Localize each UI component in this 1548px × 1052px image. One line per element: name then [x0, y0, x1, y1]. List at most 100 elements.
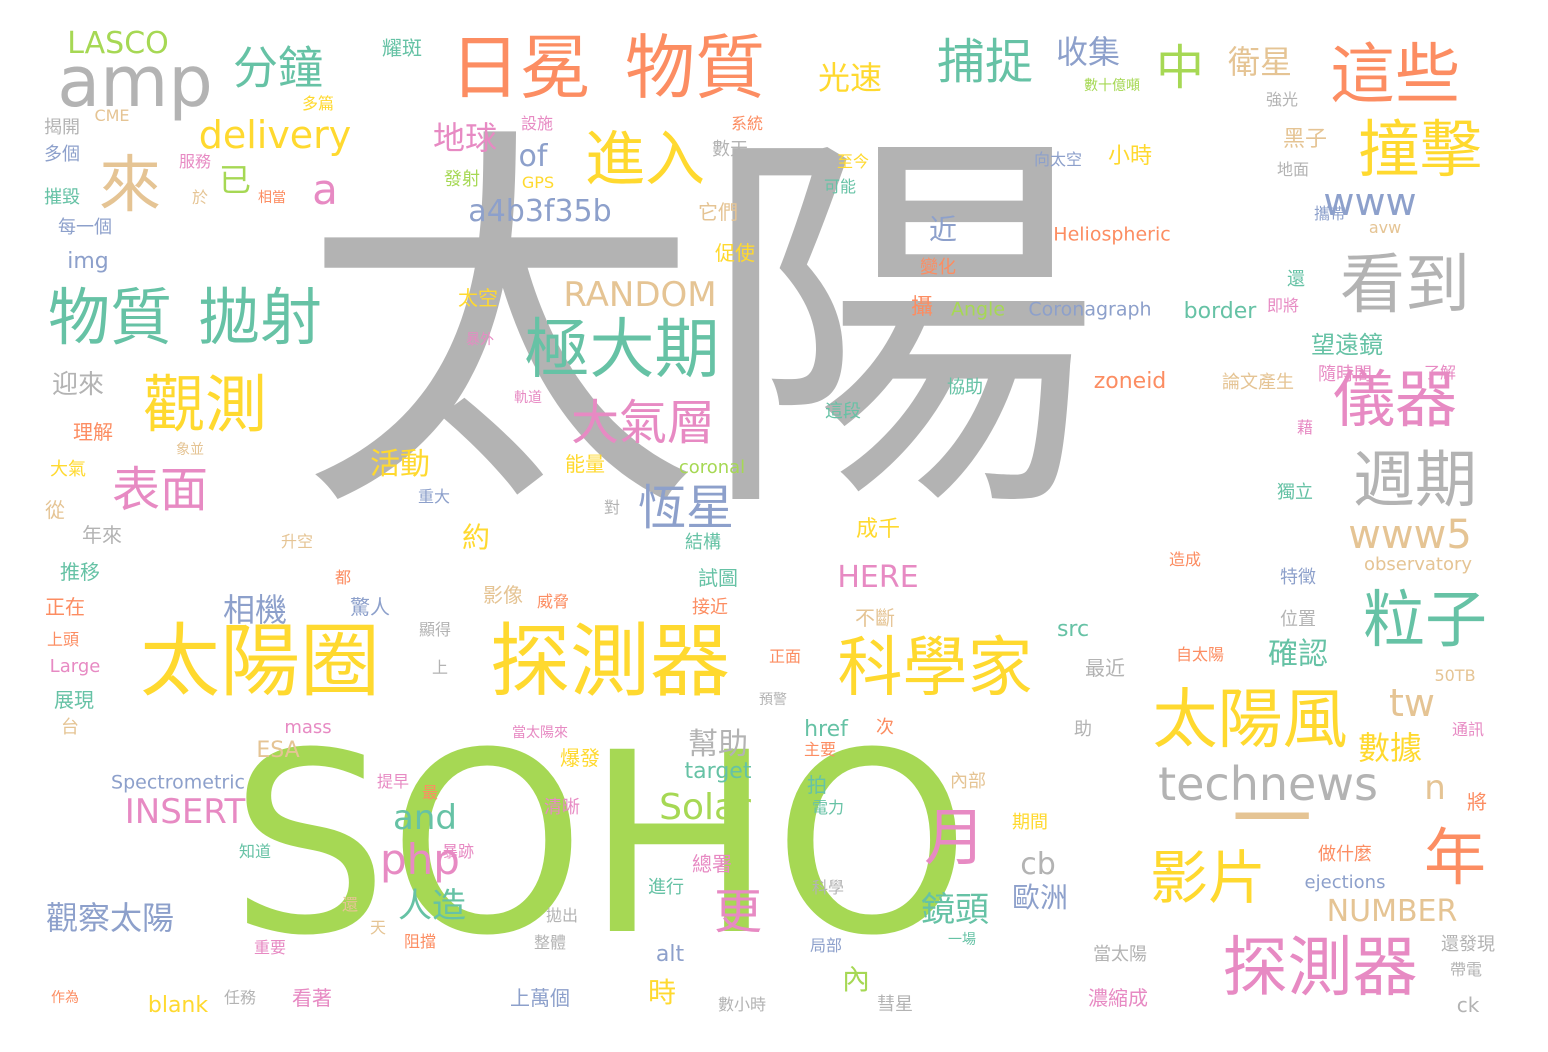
cloud-word: 提早 [376, 772, 410, 791]
cloud-word: 上頭 [46, 630, 80, 649]
cloud-word: 大氣層 [570, 395, 716, 451]
cloud-word: of [518, 139, 548, 174]
cloud-word: 年 [1423, 821, 1487, 894]
cloud-word: 多個 [44, 144, 80, 165]
cloud-word: a [312, 165, 338, 214]
cloud-word: 驚人 [350, 595, 390, 619]
cloud-word: 分鐘 [232, 41, 324, 95]
cloud-word: 台 [61, 717, 79, 738]
cloud-word: CME [94, 106, 130, 125]
cloud-word: 年來 [82, 523, 122, 547]
cloud-word: 正面 [768, 647, 802, 666]
cloud-word: 電力 [811, 798, 845, 817]
cloud-word: 揭開 [44, 117, 80, 138]
cloud-word: avw [1368, 218, 1402, 237]
cloud-word: 最 [421, 783, 439, 802]
cloud-word: 數小時 [717, 995, 767, 1014]
cloud-word: 光速 [817, 59, 883, 97]
cloud-word: 地面 [1276, 160, 1310, 179]
cloud-word: 整體 [533, 933, 567, 952]
cloud-word: src [1056, 617, 1090, 642]
cloud-word: 即將 [1266, 296, 1300, 315]
cloud-word: 探測器 [490, 615, 730, 708]
cloud-word: 結構 [685, 532, 721, 553]
cloud-word: 黑子 [1282, 127, 1328, 152]
cloud-word: 隨時間 [1318, 364, 1372, 385]
cloud-word: 這些 [1329, 37, 1461, 113]
cloud-word: zoneid [1093, 369, 1167, 394]
cloud-word: 影片 [1149, 844, 1267, 912]
cloud-word: 數十億噸 [1084, 78, 1140, 94]
cloud-word: 系統 [730, 114, 764, 133]
cloud-word: 發射 [444, 169, 480, 190]
cloud-word: 觀測 [142, 368, 268, 441]
cloud-word: RANDOM [563, 275, 717, 315]
cloud-word: 正在 [45, 595, 85, 619]
cloud-word: 科學家 [837, 630, 1033, 706]
cloud-word: 彗星 [877, 994, 913, 1015]
cloud-word: LASCO [67, 26, 169, 61]
cloud-word: 看到 [1339, 247, 1471, 323]
cloud-word: 重要 [253, 938, 287, 957]
cloud-word: NUMBER [1326, 894, 1458, 929]
cloud-word: 獨立 [1277, 482, 1313, 503]
cloud-word: 相機 [222, 591, 288, 629]
cloud-word: 還 [341, 895, 359, 914]
cloud-word: 升空 [280, 532, 314, 551]
cloud-word: 進行 [648, 877, 684, 898]
cloud-word: 預警 [759, 692, 787, 708]
cloud-word: Large [49, 656, 101, 677]
cloud-word: 極大期 [524, 312, 720, 388]
cloud-word: ejections [1304, 872, 1386, 893]
cloud-word: 近 [928, 213, 958, 246]
cloud-word: 表面 [111, 462, 209, 518]
cloud-word: 任務 [223, 988, 257, 1007]
cloud-word: 強光 [1265, 90, 1299, 109]
cloud-word: 期間 [1012, 812, 1048, 833]
cloud-word: 將 [1467, 790, 1487, 814]
cloud-word: 觀察太陽 [45, 899, 175, 937]
cloud-word: Solar [659, 787, 751, 828]
cloud-word: 天 [369, 918, 387, 937]
cloud-word: 確認 [1268, 637, 1328, 672]
cloud-word: 局部 [809, 936, 843, 955]
cloud-word: 相當 [258, 190, 286, 206]
cloud-word: mass [284, 717, 332, 738]
cloud-word: 軌道 [514, 390, 542, 406]
cloud-word: 上萬個 [510, 986, 570, 1010]
cloud-word: 數據 [1357, 729, 1423, 767]
cloud-word: 週期 [1352, 443, 1478, 516]
cloud-word: 捕捉 [936, 34, 1034, 90]
cloud-word: 一場 [948, 932, 976, 948]
cloud-word: 作為 [51, 990, 79, 1006]
cloud-word: 時 [647, 976, 677, 1009]
cloud-word: target [684, 759, 752, 784]
cloud-word: 迎來 [51, 370, 105, 400]
cloud-word: php [380, 835, 460, 884]
cloud-word: delivery [198, 113, 352, 157]
cloud-word: 能量 [565, 452, 605, 476]
cloud-word: 月 [923, 801, 987, 874]
cloud-word: 服務 [178, 152, 212, 171]
cloud-word: border [1183, 299, 1257, 324]
cloud-word: 變化 [920, 257, 956, 278]
cloud-word: 清晰 [544, 797, 580, 818]
cloud-word: INSERT [124, 792, 246, 832]
cloud-word: technews [1158, 757, 1378, 811]
cloud-word: 收集 [1055, 33, 1121, 71]
cloud-word: 看著 [292, 986, 332, 1010]
cloud-word: 還發現 [1441, 934, 1495, 955]
cloud-word: alt [655, 942, 685, 967]
cloud-word: 試圖 [698, 566, 738, 590]
cloud-word: 每一個 [58, 217, 112, 238]
cloud-word: 科學 [811, 878, 845, 897]
cloud-word: 促使 [715, 241, 755, 265]
cloud-word: 拋出 [545, 906, 579, 925]
cloud-word: amp [57, 41, 213, 123]
cloud-word: 物質 [625, 27, 765, 109]
cloud-word: tw [1389, 681, 1435, 725]
cloud-word: HERE [837, 560, 919, 595]
cloud-word: 做什麼 [1318, 844, 1372, 865]
cloud-word: 最近 [1085, 656, 1125, 680]
